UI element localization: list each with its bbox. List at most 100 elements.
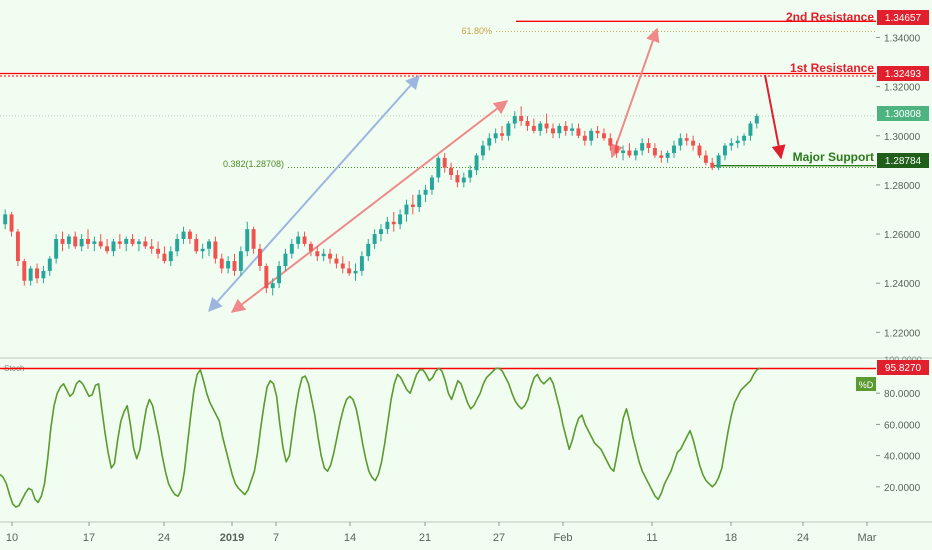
candle-body <box>557 125 562 134</box>
candle-body <box>525 121 530 126</box>
candle-body <box>665 152 670 158</box>
candle-body <box>595 130 600 134</box>
candle-body <box>251 229 256 249</box>
candle-body <box>449 167 454 176</box>
candle-body <box>601 133 606 139</box>
candle-body <box>570 128 575 131</box>
price-candles <box>3 106 759 296</box>
candle-body <box>538 123 543 131</box>
candle-body <box>551 128 555 134</box>
candle-body <box>187 231 192 239</box>
candle-body <box>28 268 33 281</box>
candle-body <box>404 204 409 215</box>
candle-body <box>277 266 282 284</box>
candle-body <box>697 145 702 156</box>
candle-body <box>175 238 180 252</box>
level-label-major-support: Major Support <box>793 150 874 164</box>
candle-body <box>729 143 734 146</box>
candle-body <box>519 116 524 122</box>
candle-body <box>54 238 59 259</box>
x-tick-label: 21 <box>419 532 431 544</box>
candle-body <box>270 283 275 289</box>
price-tick-label: 1.32000 <box>884 83 921 94</box>
candle-body <box>117 241 122 244</box>
measure-arrow-pink-short <box>609 27 660 159</box>
candle-body <box>379 229 383 235</box>
candle-body <box>385 221 390 230</box>
candle-body <box>156 248 161 254</box>
candle-body <box>22 261 27 281</box>
level-label-1st-resistance: 1st Resistance <box>790 61 874 75</box>
x-tick-label: Feb <box>554 532 573 544</box>
candle-body <box>219 258 224 269</box>
candle-body <box>652 148 657 156</box>
candle-body <box>86 238 90 244</box>
candle-body <box>512 116 517 124</box>
price-tick-label: 1.30000 <box>884 132 921 143</box>
stoch-panel <box>0 367 876 508</box>
candle-body <box>60 238 65 244</box>
candle-body <box>353 270 358 274</box>
candle-body <box>410 204 415 208</box>
candle-body <box>124 238 129 244</box>
candle-body <box>35 268 40 279</box>
stoch-tick-label: 60.0000 <box>884 420 921 431</box>
fib-label-61-8: 61.80% <box>461 26 492 36</box>
candle-body <box>226 261 231 269</box>
candle-body <box>181 231 186 239</box>
candle-body <box>461 177 466 183</box>
candle-body <box>258 248 262 266</box>
candle-body <box>321 253 326 257</box>
price-tick-label: 1.28000 <box>884 181 921 192</box>
price-axis: 1.34000 1.32000 1.30000 1.28000 1.26000 1.240… <box>876 33 921 339</box>
x-tick-label: 11 <box>646 532 657 544</box>
candle-body <box>207 241 211 249</box>
candle-body <box>328 253 333 259</box>
candle-body <box>245 229 250 252</box>
candle-body <box>531 125 536 131</box>
candle-body <box>493 133 498 139</box>
stoch-tick-label: 80.0000 <box>884 389 921 400</box>
candle-body <box>296 236 301 244</box>
percent-d-badge: %D <box>859 380 874 390</box>
candle-body <box>289 243 294 254</box>
candle-body <box>659 155 664 158</box>
candle-body <box>500 133 504 136</box>
candle-body <box>136 241 141 244</box>
x-tick-label: 27 <box>493 532 505 544</box>
candle-body <box>468 170 473 178</box>
candle-body <box>149 246 154 249</box>
level-label-2nd-resistance: 2nd Resistance <box>786 10 874 24</box>
candle-body <box>347 268 352 274</box>
x-tick-label: 10 <box>6 532 18 544</box>
candle-body <box>621 150 626 153</box>
candle-body <box>302 236 307 244</box>
candle-body <box>3 214 8 225</box>
candle-body <box>92 241 97 244</box>
candle-body <box>544 123 549 129</box>
tag-bg-major-support <box>877 153 929 168</box>
candle-body <box>340 263 345 269</box>
tag-bg-2nd-resistance <box>877 10 929 25</box>
candle-body <box>417 194 422 208</box>
x-tick-label: 24 <box>797 532 809 544</box>
candle-body <box>646 143 651 149</box>
candle-body <box>66 236 71 244</box>
stoch-line-percent-d <box>0 367 761 508</box>
candle-body <box>162 253 167 262</box>
candle-body <box>308 243 313 252</box>
percent-d-badge-bg <box>856 377 876 391</box>
candle-body <box>684 138 689 141</box>
x-tick-label: 24 <box>158 532 170 544</box>
x-tick-label: 18 <box>725 532 737 544</box>
candle-body <box>614 145 619 153</box>
candle-body <box>73 236 78 247</box>
candle-body <box>710 162 715 168</box>
candle-body <box>576 128 581 136</box>
candle-body <box>15 231 20 262</box>
candle-body <box>391 221 396 225</box>
candle-body <box>563 125 568 131</box>
candle-body <box>359 256 364 271</box>
